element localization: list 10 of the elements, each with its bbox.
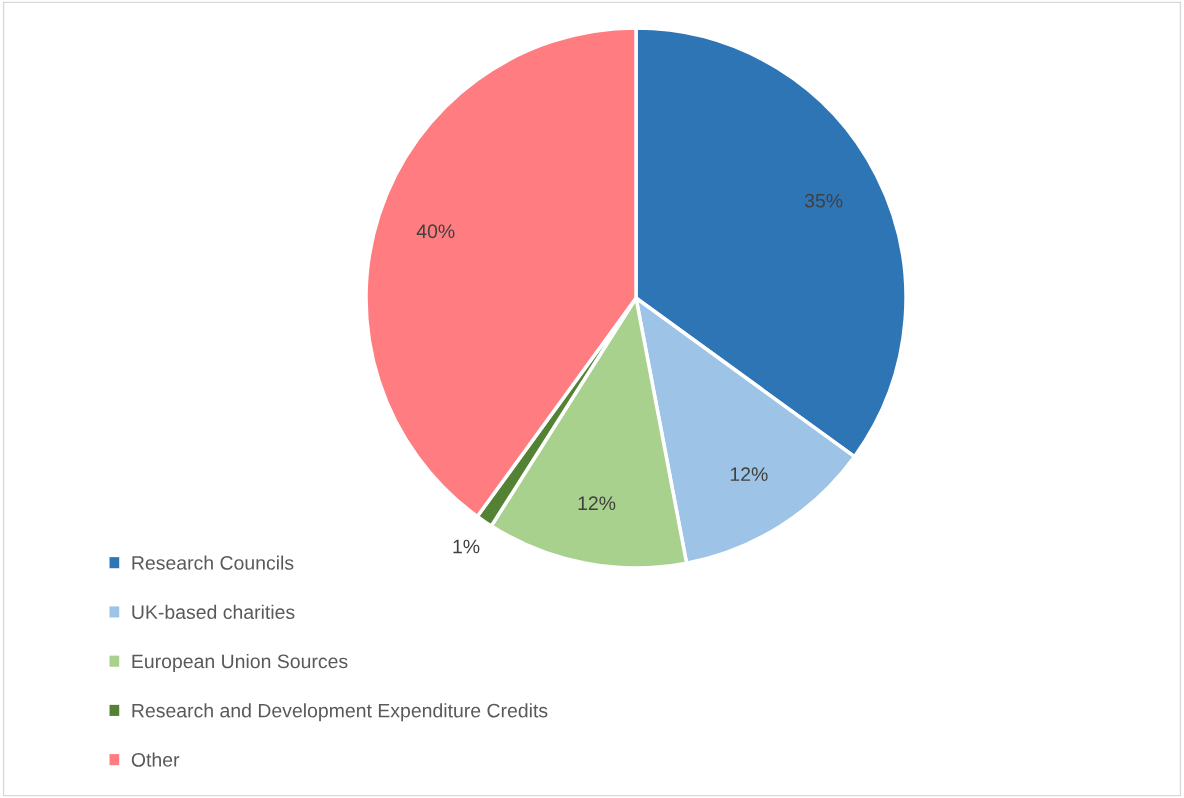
data-label: 12% [730, 467, 768, 481]
data-label: 12% [578, 496, 616, 511]
legend-label: European Union Sources [132, 653, 348, 673]
legend-label: UK-based charities [132, 604, 295, 620]
data-label: 40% [416, 224, 455, 239]
data-label: 1% [453, 539, 480, 554]
data-label: 35% [804, 193, 843, 208]
legend-label: Other [131, 752, 180, 767]
legend-label: Research and Development Expenditure Credits [132, 703, 548, 722]
legend-label: Research Councils [132, 555, 294, 570]
